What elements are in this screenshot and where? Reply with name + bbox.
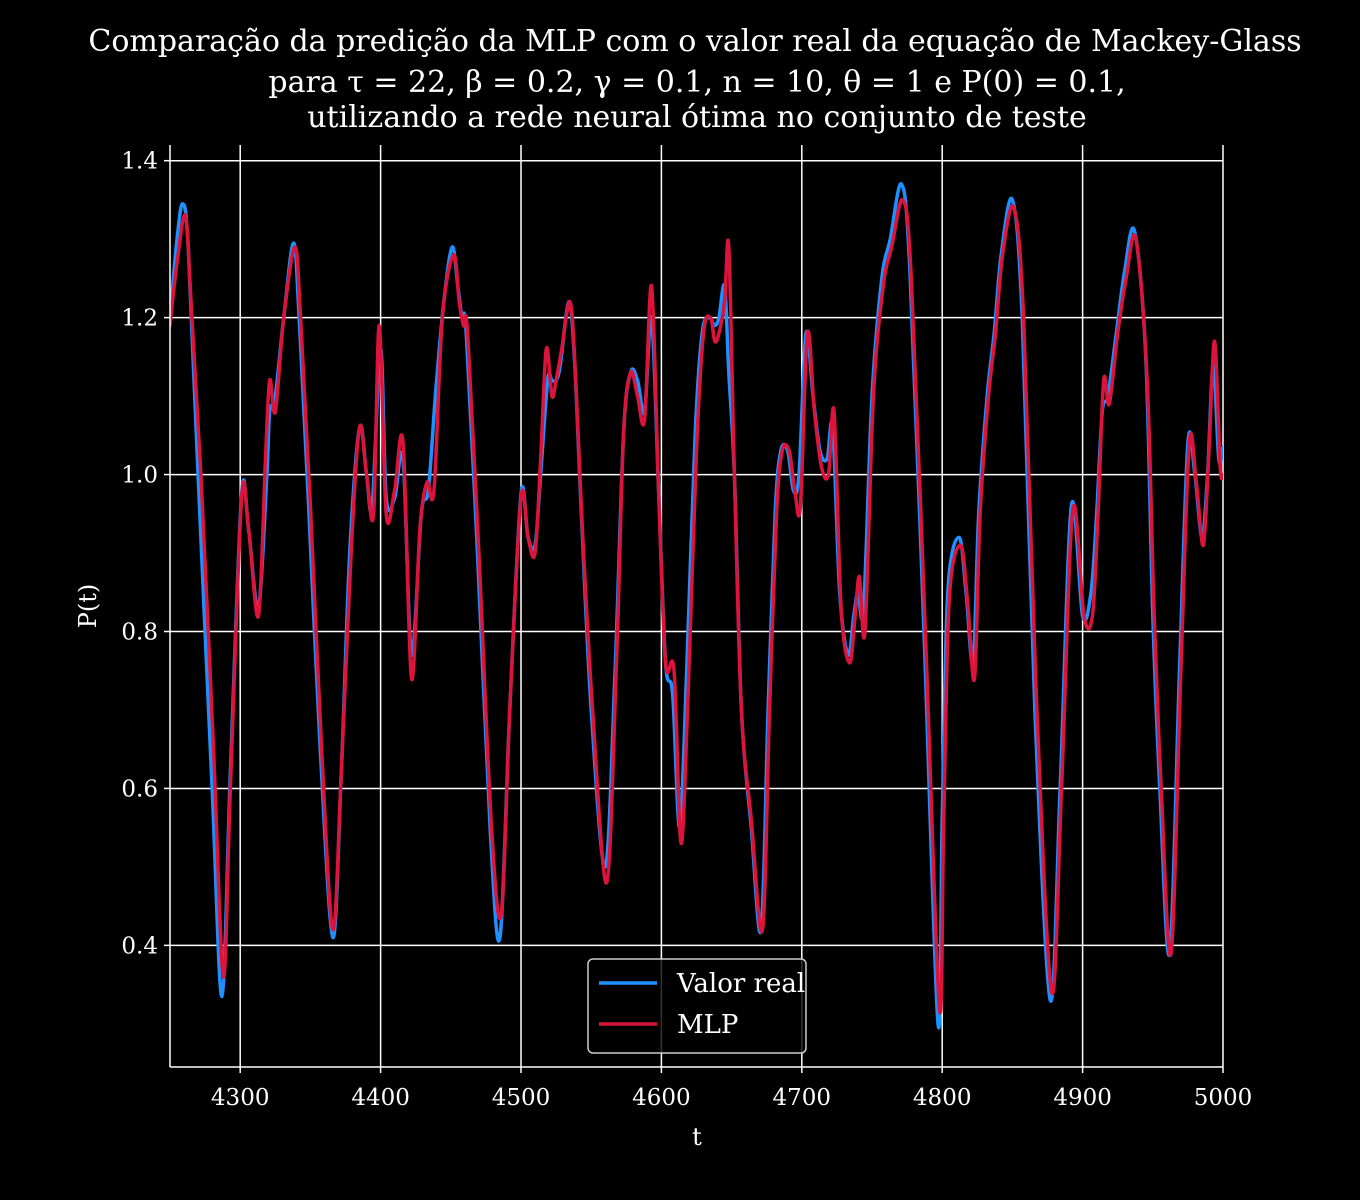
y-tick-label: 1.4 — [121, 149, 158, 175]
chart-title: Comparação da predição da MLP com o valo… — [88, 24, 1301, 135]
x-tick-label: 4600 — [632, 1085, 691, 1111]
legend-label-valor-real: Valor real — [676, 969, 805, 999]
series-lines — [170, 182, 1223, 1030]
chart-title-line-3: utilizando a rede neural ótima no conjun… — [307, 100, 1087, 135]
series-line-mlp — [170, 198, 1223, 1015]
x-tick-label: 4400 — [351, 1085, 410, 1111]
y-tick-label: 1.2 — [121, 306, 158, 332]
x-tick-label: 4300 — [211, 1085, 270, 1111]
y-tick-label: 0.8 — [121, 620, 158, 646]
grid — [170, 145, 1224, 1067]
tick-labels: 4300 4400 4500 4600 4700 4800 4900 5000 0.4 0.6 0.… — [121, 149, 1252, 1111]
chart-title-line-2: para τ = 22, β = 0.2, γ = 0.1, n = 10, θ… — [268, 65, 1125, 100]
axes — [169, 145, 1223, 1068]
legend: Valor real MLP — [587, 958, 807, 1054]
x-axis-label: t — [692, 1123, 702, 1151]
y-tick-label: 0.4 — [121, 933, 158, 959]
y-tick-label: 1.0 — [121, 463, 158, 489]
chart-title-line-1: Comparação da predição da MLP com o valo… — [88, 24, 1301, 59]
legend-label-mlp: MLP — [677, 1010, 738, 1040]
y-tick-label: 0.6 — [121, 776, 158, 802]
y-axis-label: P(t) — [74, 584, 102, 629]
x-tick-label: 4800 — [913, 1085, 972, 1111]
x-tick-label: 5000 — [1194, 1085, 1253, 1111]
x-tick-label: 4900 — [1053, 1085, 1112, 1111]
x-tick-label: 4700 — [773, 1085, 832, 1111]
x-tick-label: 4500 — [492, 1085, 551, 1111]
